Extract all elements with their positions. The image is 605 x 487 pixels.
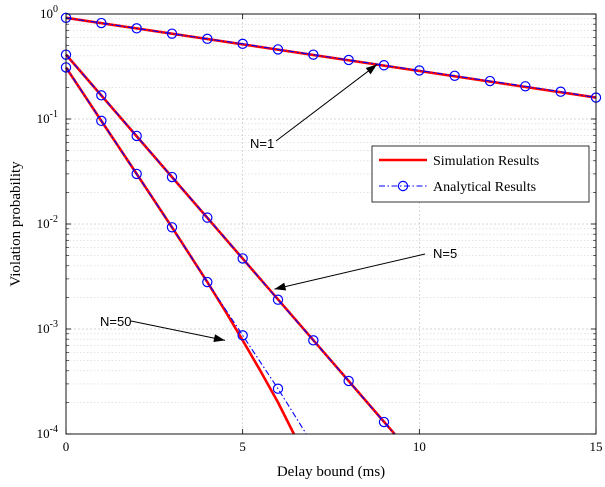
annotation-arrow-line xyxy=(130,320,226,341)
analytical-marker xyxy=(272,294,284,305)
annotation-label: N=1 xyxy=(250,136,274,151)
legend-box xyxy=(371,145,590,203)
analytical-marker xyxy=(166,28,178,39)
annotation-arrow-line xyxy=(275,64,378,142)
analytical-marker xyxy=(555,86,566,97)
analytical-marker xyxy=(166,171,178,183)
annotation-label: N=50 xyxy=(100,314,131,329)
analytical-marker xyxy=(272,383,284,394)
simulation-line xyxy=(64,66,296,435)
analytical-marker xyxy=(343,54,354,66)
x-tick-label: 15 xyxy=(590,439,603,454)
analytical-marker xyxy=(484,75,496,87)
legend-marker-analytical xyxy=(397,180,409,192)
annotation-arrow-head xyxy=(365,64,377,75)
analytical-marker xyxy=(308,49,319,60)
analytical-marker xyxy=(343,375,354,387)
x-tick-label: 5 xyxy=(239,439,246,454)
analytical-marker xyxy=(308,335,319,346)
y-tick-label: 10-4 xyxy=(37,424,58,441)
legend-label-analytical: Analytical Results xyxy=(433,180,536,195)
y-tick-label: 10-1 xyxy=(37,109,58,126)
analytical-marker xyxy=(96,17,107,29)
y-axis-title: Violation probability xyxy=(8,161,24,287)
analytical-marker xyxy=(131,23,142,34)
analytical-line xyxy=(65,54,396,435)
annotation-label: N=5 xyxy=(433,246,457,261)
analytical-marker xyxy=(449,70,460,81)
analytical-marker xyxy=(202,33,213,45)
analytical-marker xyxy=(378,416,390,428)
annotation-arrow-head xyxy=(213,334,225,343)
annotation-arrow-line xyxy=(274,253,426,290)
analytical-marker xyxy=(96,115,107,127)
analytical-marker xyxy=(272,44,284,55)
analytical-marker xyxy=(237,330,248,341)
x-axis-title: Delay bound (ms) xyxy=(277,464,385,480)
analytical-marker xyxy=(202,212,213,223)
y-tick-label: 10-2 xyxy=(37,214,58,231)
analytical-marker xyxy=(414,65,425,76)
y-tick-label: 10-3 xyxy=(37,319,58,336)
analytical-marker xyxy=(237,38,248,50)
ticks: 0 5 10 15 100 10-1 10-2 10-3 10-4 xyxy=(37,4,603,454)
x-tick-label: 10 xyxy=(413,439,426,454)
analytical-marker xyxy=(520,81,531,92)
analytical-marker xyxy=(96,90,107,101)
analytical-marker xyxy=(131,130,142,142)
series-group xyxy=(60,12,602,435)
analytical-marker xyxy=(237,253,248,264)
x-tick-label: 0 xyxy=(63,439,70,454)
analytical-marker xyxy=(378,60,390,71)
analytical-marker xyxy=(166,222,178,233)
y-tick-label: 100 xyxy=(40,4,58,21)
analytical-line xyxy=(65,17,597,99)
legend-label-simulation: Simulation Results xyxy=(433,154,539,169)
analytical-marker xyxy=(202,276,213,288)
legend: Simulation Results Analytical Results xyxy=(371,145,590,203)
grid xyxy=(65,13,597,435)
annotation-arrow-head xyxy=(274,282,287,291)
annotations: N=1 N=5 N=50 xyxy=(100,64,457,343)
analytical-marker xyxy=(131,168,142,180)
